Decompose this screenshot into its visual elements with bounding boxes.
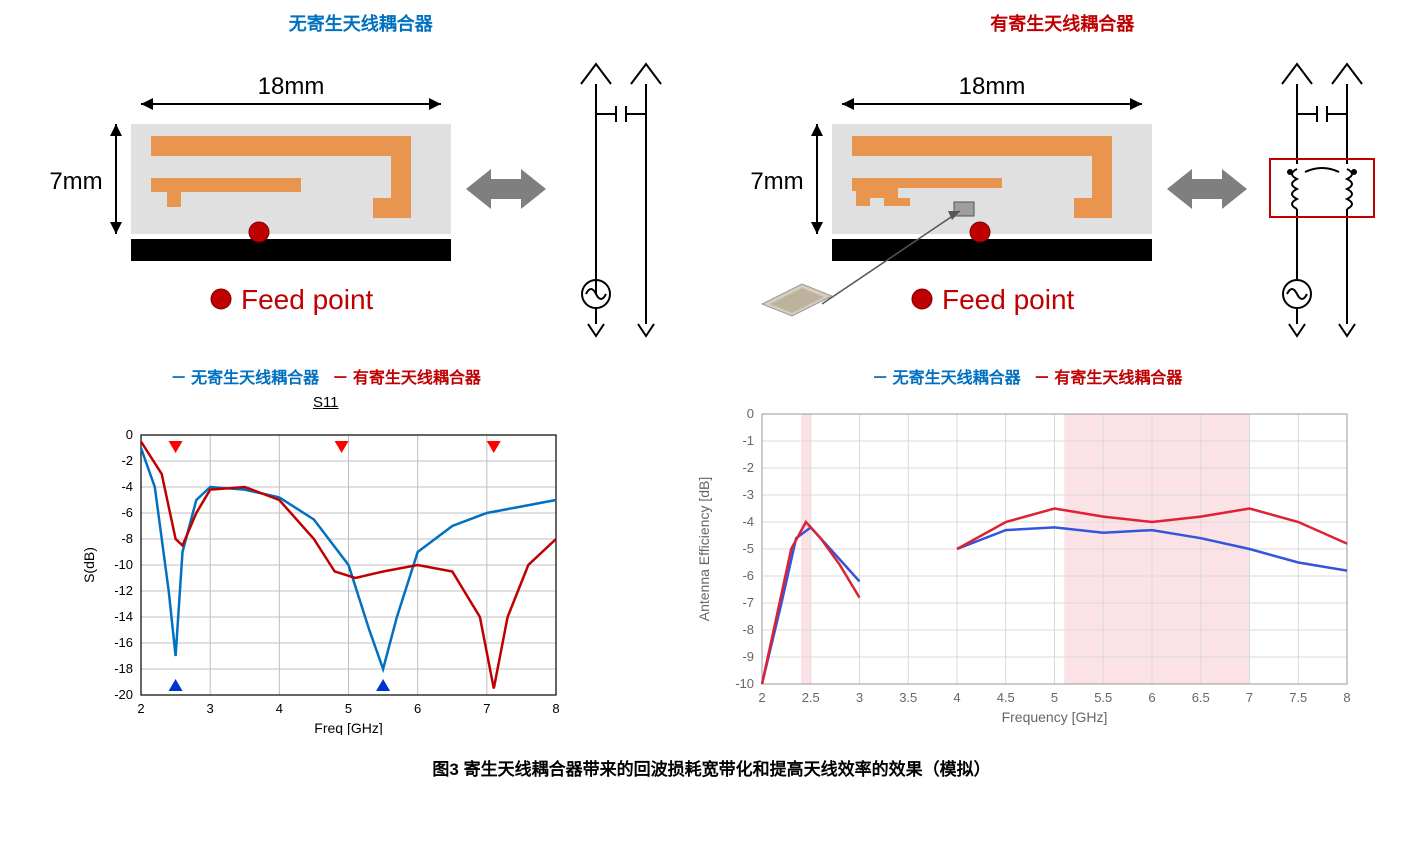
svg-text:-4: -4 [121, 479, 133, 494]
svg-text:7: 7 [1246, 690, 1253, 705]
svg-text:-4: -4 [743, 514, 755, 529]
svg-text:2: 2 [137, 701, 144, 716]
svg-text:-14: -14 [114, 609, 133, 624]
feed-label-r: Feed point [942, 284, 1075, 315]
antenna-svg-without: 18mm 7mm Feed point [21, 44, 701, 344]
svg-text:-8: -8 [743, 622, 755, 637]
feed-legend-dot [211, 289, 231, 309]
svg-text:4: 4 [275, 701, 282, 716]
panel-s11: － 无寄生天线耦合器 － 有寄生天线耦合器 S11 2 3 4 5 6 7 8 0 -2 -4 -6… [46, 364, 606, 735]
panel-without-coupler: 无寄生天线耦合器 18mm 7mm [21, 10, 701, 344]
svg-text:7mm: 7mm [49, 168, 102, 195]
equiv-arrow [466, 169, 546, 209]
svg-text:7: 7 [483, 701, 490, 716]
svg-text:-20: -20 [114, 687, 133, 702]
chart-eff: 2 2.5 3 3.5 4 4.5 5 5.5 6 6.5 7 7.5 8 0 -1 -2 -3 -4 -5 -6 -7… [687, 394, 1367, 734]
svg-text:3: 3 [856, 690, 863, 705]
svg-text:8: 8 [552, 701, 559, 716]
figure-caption: 图3 寄生天线耦合器带来的回波损耗宽带化和提高天线效率的效果（模拟） [10, 755, 1413, 780]
antenna-diagrams-row: 无寄生天线耦合器 18mm 7mm [10, 10, 1413, 344]
svg-text:5: 5 [345, 701, 352, 716]
feed-dot [249, 222, 269, 242]
svg-text:-5: -5 [743, 541, 755, 556]
dim-width: 18mm [141, 73, 441, 110]
svg-text:Freq [GHz]: Freq [GHz] [314, 720, 382, 735]
svg-text:8: 8 [1344, 690, 1351, 705]
title-without: 无寄生天线耦合器 [21, 10, 701, 36]
ground-bar [131, 239, 451, 261]
svg-text:7.5: 7.5 [1289, 690, 1307, 705]
dim-height: 7mm [49, 124, 122, 234]
svg-text:-1: -1 [743, 433, 755, 448]
title-with: 有寄生天线耦合器 [722, 10, 1402, 36]
svg-text:3: 3 [206, 701, 213, 716]
charts-row: － 无寄生天线耦合器 － 有寄生天线耦合器 S11 2 3 4 5 6 7 8 0 -2 -4 -6… [10, 364, 1413, 735]
svg-text:-18: -18 [114, 661, 133, 676]
feed-dot-r [970, 222, 990, 242]
svg-text:0: 0 [126, 427, 133, 442]
svg-text:6.5: 6.5 [1192, 690, 1210, 705]
svg-text:4: 4 [954, 690, 961, 705]
legend-s11: － 无寄生天线耦合器 － 有寄生天线耦合器 [46, 364, 606, 388]
svg-text:-10: -10 [735, 676, 754, 691]
svg-text:5: 5 [1051, 690, 1058, 705]
svg-text:0: 0 [747, 406, 754, 421]
svg-text:18mm: 18mm [959, 73, 1026, 100]
svg-text:-3: -3 [743, 487, 755, 502]
equiv-arrow-r [1167, 169, 1247, 209]
chart-s11: 2 3 4 5 6 7 8 0 -2 -4 -6 -8 -10 -12 -14 -16 -18 -20 Freq [… [76, 415, 576, 735]
svg-text:-6: -6 [743, 568, 755, 583]
svg-text:2.5: 2.5 [802, 690, 820, 705]
svg-text:-2: -2 [743, 460, 755, 475]
svg-text:-12: -12 [114, 583, 133, 598]
svg-text:5.5: 5.5 [1094, 690, 1112, 705]
feed-label: Feed point [241, 284, 374, 315]
svg-text:6: 6 [414, 701, 421, 716]
svg-text:Antenna Efficiency [dB]: Antenna Efficiency [dB] [696, 477, 712, 622]
svg-text:18mm: 18mm [257, 73, 324, 100]
svg-text:7mm: 7mm [751, 168, 804, 195]
svg-text:-16: -16 [114, 635, 133, 650]
schematic-coupled [1270, 64, 1374, 336]
svg-text:6: 6 [1149, 690, 1156, 705]
svg-text:4.5: 4.5 [997, 690, 1015, 705]
svg-text:-6: -6 [121, 505, 133, 520]
svg-text:-9: -9 [743, 649, 755, 664]
svg-text:Frequency [GHz]: Frequency [GHz] [1002, 709, 1108, 725]
feed-legend-dot-r [912, 289, 932, 309]
legend-eff: － 无寄生天线耦合器 － 有寄生天线耦合器 [677, 364, 1377, 388]
svg-text:S(dB): S(dB) [81, 547, 97, 583]
antenna-svg-with: 18mm 7mm [722, 44, 1402, 344]
svg-text:-7: -7 [743, 595, 755, 610]
svg-text:-10: -10 [114, 557, 133, 572]
svg-text:-8: -8 [121, 531, 133, 546]
dim-height-r: 7mm [751, 124, 824, 234]
panel-with-coupler: 有寄生天线耦合器 18mm 7mm [722, 10, 1402, 344]
svg-text:3.5: 3.5 [899, 690, 917, 705]
panel-eff: － 无寄生天线耦合器 － 有寄生天线耦合器 2 2.5 3 3.5 4 4.5 5 5.5 6 6… [677, 364, 1377, 735]
schematic-simple [581, 64, 661, 336]
svg-text:-2: -2 [121, 453, 133, 468]
svg-text:2: 2 [759, 690, 766, 705]
s11-title: S11 [46, 394, 606, 411]
ground-bar-r [832, 239, 1152, 261]
dim-width-r: 18mm [842, 73, 1142, 110]
